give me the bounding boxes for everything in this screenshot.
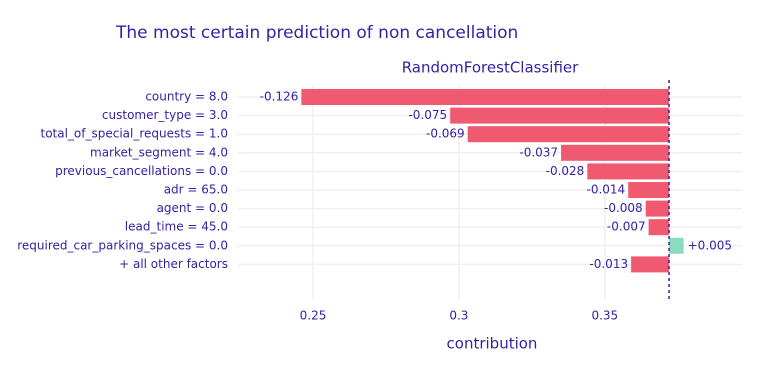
y-tick-label: + all other factors	[119, 257, 228, 271]
bar	[587, 163, 670, 180]
value-label: -0.126	[260, 90, 299, 104]
bar	[645, 200, 670, 217]
value-label: -0.075	[408, 108, 447, 122]
value-label: -0.028	[546, 164, 585, 178]
value-label: -0.007	[607, 220, 646, 234]
bar	[561, 144, 670, 161]
value-label: -0.013	[589, 257, 628, 271]
value-label: -0.037	[519, 145, 558, 159]
bar	[450, 107, 670, 124]
x-tick-label: 0.3	[449, 309, 468, 323]
bar	[467, 126, 670, 143]
value-label: +0.005	[688, 238, 732, 252]
value-label: -0.014	[586, 183, 625, 197]
bar	[628, 182, 670, 198]
y-tick-label: agent = 0.0	[157, 201, 228, 215]
value-label: -0.008	[604, 201, 643, 215]
x-tick-label: 0.25	[300, 309, 327, 323]
value-label: -0.069	[426, 127, 465, 141]
y-tick-label: customer_type = 3.0	[102, 108, 228, 122]
y-tick-label: required_car_parking_spaces = 0.0	[17, 238, 228, 252]
y-tick-label: total_of_special_requests = 1.0	[40, 127, 228, 141]
bar	[669, 237, 684, 254]
y-tick-label: lead_time = 45.0	[125, 220, 228, 234]
chart-subtitle: RandomForestClassifier	[402, 59, 579, 77]
y-tick-label: country = 8.0	[145, 90, 228, 104]
x-tick-label: 0.35	[591, 309, 618, 323]
x-axis-title: contribution	[447, 335, 538, 353]
chart-title: The most certain prediction of non cance…	[115, 23, 518, 43]
y-tick-label: previous_cancellations = 0.0	[55, 164, 228, 178]
bar	[631, 256, 670, 273]
bar	[301, 89, 670, 105]
y-tick-label: market_segment = 4.0	[90, 145, 228, 159]
bar	[648, 219, 670, 236]
y-tick-label: adr = 65.0	[164, 183, 228, 197]
